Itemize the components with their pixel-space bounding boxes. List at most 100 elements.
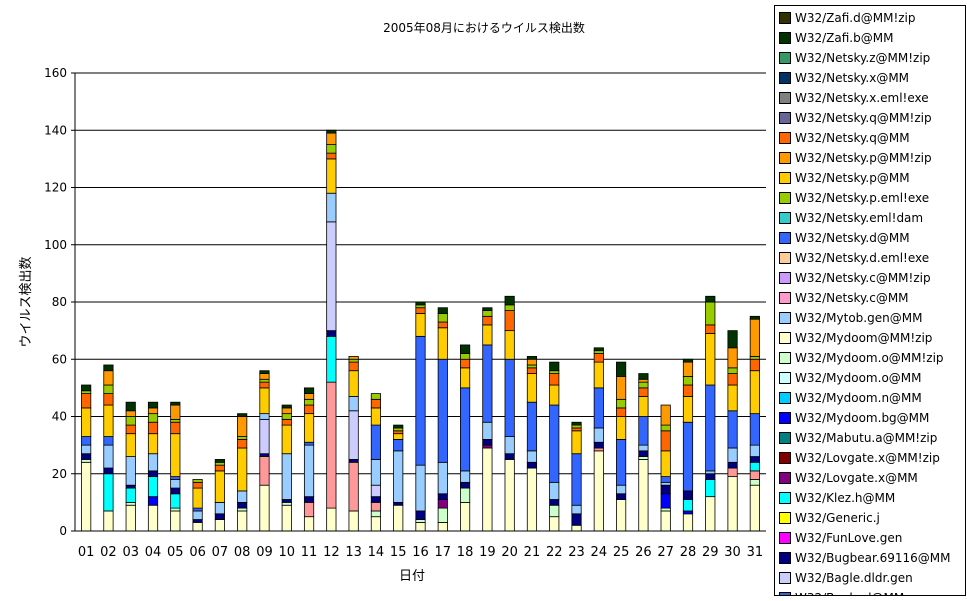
bar-segment	[259, 453, 270, 457]
x-tick-label: 03	[122, 545, 139, 560]
bar-segment	[727, 461, 738, 469]
bar-segment	[393, 433, 404, 440]
bar-segment	[459, 470, 471, 483]
bar-segment	[259, 370, 270, 374]
bar-segment	[170, 404, 181, 420]
bar-segment	[326, 152, 337, 160]
bar-segment	[749, 413, 760, 446]
bar-segment	[326, 129, 337, 134]
bar-segment	[103, 436, 114, 446]
bar-segment	[348, 396, 359, 412]
bar-segment	[749, 444, 760, 457]
bar-segment	[81, 459, 92, 463]
bar-segment	[638, 459, 649, 532]
bar-segment	[660, 450, 671, 478]
bar-segment	[571, 504, 582, 515]
bar-segment	[682, 513, 694, 532]
bar-segment	[348, 361, 359, 372]
bar-segment	[214, 519, 225, 532]
bar-segment	[303, 387, 315, 394]
legend-label: W32/Netsky.p.eml!exe	[795, 191, 930, 205]
legend-swatch	[779, 412, 791, 424]
bar-segment	[593, 361, 604, 389]
legend-item: W32/Zafi.b@MM	[779, 28, 893, 48]
legend-item: W32/Netsky.eml!dam	[779, 208, 923, 228]
bar-segment	[214, 464, 225, 472]
bar-segment	[237, 416, 248, 437]
bar-segment	[593, 450, 604, 532]
bar-segment	[638, 396, 649, 417]
legend-item: W32/Bagle.dldr.gen	[779, 568, 913, 588]
bar-segment	[459, 367, 471, 389]
legend-item: W32/Netsky.q@MM!zip	[779, 108, 932, 128]
bar-segment	[749, 456, 760, 463]
bar-segment	[593, 387, 604, 429]
bar-segment	[660, 430, 671, 452]
bar-segment	[370, 510, 382, 518]
legend-swatch	[779, 132, 791, 144]
bar-segment	[81, 390, 92, 394]
bar-segment	[326, 158, 337, 194]
bar-segment	[705, 384, 716, 472]
bar-segment	[237, 438, 248, 449]
bar-segment	[705, 295, 716, 303]
bar-segment	[125, 401, 136, 412]
bar-segment	[571, 421, 582, 426]
legend-item: W32/Netsky.d.eml!exe	[779, 248, 929, 268]
bar-segment	[526, 461, 538, 469]
bar-segment	[660, 404, 671, 426]
bar-segment	[170, 401, 181, 406]
x-tick-label: 23	[568, 545, 585, 560]
bar-segment	[638, 450, 649, 457]
legend-label: W32/Bugbear.69116@MM	[795, 551, 951, 565]
bar-segment	[638, 373, 649, 380]
bar-segment	[393, 504, 404, 532]
bar-segment	[549, 370, 560, 374]
bar-segment	[303, 516, 315, 532]
bar-segment	[326, 192, 337, 223]
bar-segment	[259, 456, 270, 486]
legend-label: W32/Mabutu.a@MM!zip	[795, 431, 938, 445]
bar-segment	[259, 413, 270, 420]
x-tick-label: 28	[680, 545, 697, 560]
bar-segment	[482, 344, 493, 423]
bar-segment	[303, 393, 315, 400]
bar-segment	[437, 522, 448, 532]
bar-segment	[682, 396, 694, 423]
bar-segment	[370, 501, 382, 512]
legend-item: W32/Mytob.gen@MM	[779, 308, 922, 328]
bar-segment	[526, 364, 538, 369]
bar-segment	[437, 493, 448, 500]
bar-segment	[660, 507, 671, 512]
bar-segment	[170, 476, 181, 480]
bar-segment	[749, 358, 760, 372]
bar-segment	[170, 487, 181, 495]
legend-label: W32/Lovgate.x@MM	[795, 471, 918, 485]
bar-segment	[303, 413, 315, 443]
legend-item: W32/Mabutu.a@MM!zip	[779, 428, 937, 448]
bar-segment	[303, 404, 315, 415]
legend-swatch	[779, 252, 791, 264]
bar-segment	[616, 416, 627, 440]
bar-segment	[727, 347, 738, 369]
bar-segment	[147, 407, 159, 415]
legend-label: W32/Mytob.gen@MM	[795, 311, 923, 325]
legend-label: W32/FunLove.gen	[795, 531, 903, 545]
bar-segment	[593, 427, 604, 443]
x-tick-label: 13	[345, 545, 362, 560]
bar-segment	[437, 313, 448, 323]
bar-segment	[81, 461, 92, 532]
x-tick-label: 29	[702, 545, 719, 560]
bar-segment	[571, 427, 582, 432]
bar-segment	[170, 493, 181, 509]
bar-segment	[526, 367, 538, 374]
x-tick-label: 30	[724, 545, 741, 560]
bar-segment	[705, 496, 716, 532]
bar-segment	[393, 424, 404, 429]
bar-segment	[682, 358, 694, 363]
bar-segment	[415, 510, 426, 520]
legend-label: W32/Mydoom.n@MM	[795, 391, 922, 405]
legend: W32/Zafi.d@MM!zip W32/Zafi.b@MM W32/Netsky…	[774, 5, 966, 596]
x-tick-label: 21	[524, 545, 541, 560]
bar-segment	[125, 484, 136, 489]
